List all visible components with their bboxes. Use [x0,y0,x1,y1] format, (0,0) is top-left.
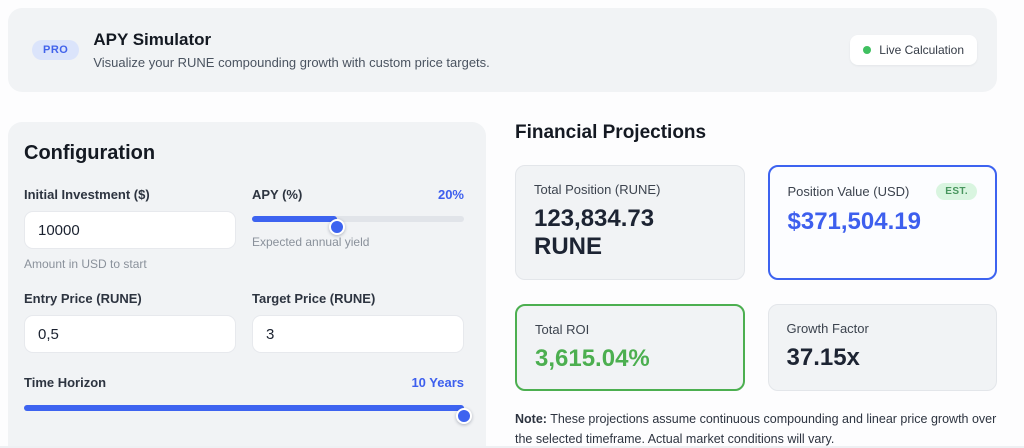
financial-projections-panel: Financial Projections Total Position (RU… [515,122,997,448]
apy-simulator-header: PRO APY Simulator Visualize your RUNE co… [8,8,997,92]
target-price-label: Target Price (RUNE) [252,291,376,306]
apy-helper: Expected annual yield [252,235,370,249]
main-row: Configuration Initial Investment ($) Amo… [8,122,997,448]
projections-note: Note: These projections assume continuou… [515,410,997,448]
header-titles: APY Simulator Visualize your RUNE compou… [93,30,489,70]
header-left: PRO APY Simulator Visualize your RUNE co… [32,30,490,70]
projections-grid: Total Position (RUNE) 123,834.73 RUNE Po… [515,165,997,392]
live-calculation-badge: Live Calculation [850,35,977,65]
total-position-value: 123,834.73 RUNE [534,205,655,261]
apy-slider[interactable] [252,211,464,235]
total-position-card: Total Position (RUNE) 123,834.73 RUNE [515,165,745,280]
position-value-value: $371,504.19 [787,208,921,235]
pro-badge: PRO [32,40,80,60]
initial-investment-field: Initial Investment ($) Amount in USD to … [24,187,236,271]
entry-price-field: Entry Price (RUNE) [24,291,236,353]
page-title: APY Simulator [93,30,212,49]
est-badge: EST. [936,183,977,200]
time-horizon-value: 10 Years [411,375,464,390]
growth-factor-label: Growth Factor [786,321,869,336]
apy-slider-thumb[interactable] [328,219,345,235]
apy-label-row: APY (%) 20% [252,187,464,202]
live-calculation-label: Live Calculation [879,43,964,57]
total-roi-value: 3,615.04% [535,345,650,372]
total-position-label-row: Total Position (RUNE) [534,182,726,197]
entry-price-input[interactable] [24,315,236,353]
time-horizon-slider[interactable] [24,400,472,424]
config-row-2: Entry Price (RUNE) Target Price (RUNE) [24,291,464,353]
entry-price-label: Entry Price (RUNE) [24,291,142,306]
time-horizon-slider-thumb[interactable] [456,408,472,424]
apy-field: APY (%) 20% Expected annual yield [252,187,464,271]
position-value-card: Position Value (USD) EST. $371,504.19 [767,165,997,280]
note-text: These projections assume continuous comp… [515,412,997,446]
initial-investment-helper: Amount in USD to start [24,257,147,271]
growth-factor-value: 37.15x [786,344,860,371]
position-value-label: Position Value (USD) [787,184,910,199]
total-position-label: Total Position (RUNE) [534,182,661,197]
apy-slider-fill [252,216,345,235]
total-roi-label-row: Total ROI [535,322,725,337]
apy-label: APY (%) [252,187,303,202]
target-price-field: Target Price (RUNE) [252,291,464,353]
configuration-title: Configuration [24,142,156,164]
apy-value: 20% [437,187,464,202]
page-content: PRO APY Simulator Visualize your RUNE co… [8,8,997,448]
time-horizon-field: Time Horizon 10 Years [24,375,472,424]
time-horizon-label-row: Time Horizon 10 Years [24,375,464,390]
initial-investment-label: Initial Investment ($) [24,187,150,202]
growth-factor-card: Growth Factor 37.15x [767,304,997,392]
time-horizon-label: Time Horizon [24,375,107,390]
page-subtitle: Visualize your RUNE compounding growth w… [93,55,490,70]
apy-slider-track [252,216,464,222]
growth-factor-label-row: Growth Factor [787,321,979,336]
time-horizon-slider-fill [24,405,472,424]
position-value-label-row: Position Value (USD) EST. [787,183,977,200]
note-label: Note: [515,412,547,427]
total-roi-card: Total ROI 3,615.04% [515,304,745,392]
bottom-section-edge [0,446,1024,448]
financial-projections-title: Financial Projections [515,122,707,143]
initial-investment-input[interactable] [24,211,236,249]
live-dot-icon [863,46,872,54]
config-row-1: Initial Investment ($) Amount in USD to … [24,187,464,271]
target-price-input[interactable] [252,315,464,353]
configuration-panel: Configuration Initial Investment ($) Amo… [8,122,486,448]
total-roi-label: Total ROI [535,322,590,337]
